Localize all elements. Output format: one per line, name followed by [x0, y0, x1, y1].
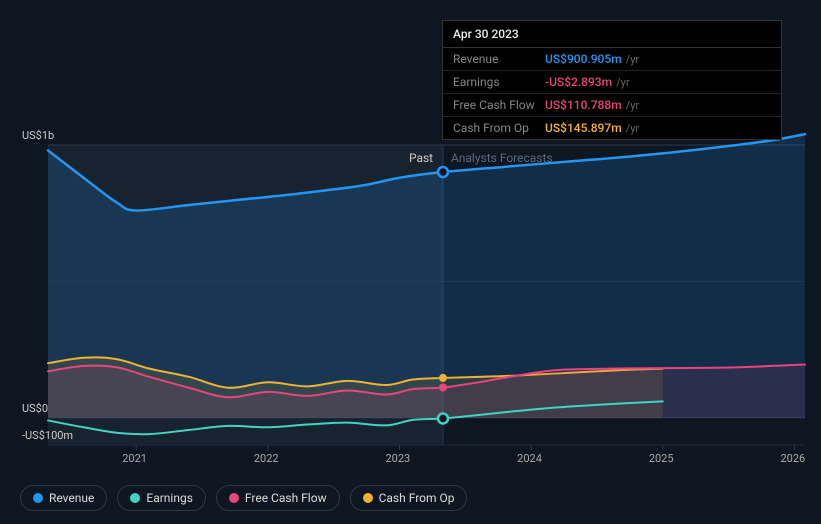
legend-item-cash_from_op[interactable]: Cash From Op: [350, 485, 468, 511]
legend-item-fcf[interactable]: Free Cash Flow: [216, 485, 340, 511]
legend-label: Earnings: [146, 491, 193, 505]
legend-swatch: [33, 493, 43, 503]
legend-item-earnings[interactable]: Earnings: [117, 485, 206, 511]
tooltip-row-label: Revenue: [453, 52, 545, 66]
tooltip-row-unit: /yr: [626, 53, 639, 66]
legend-label: Free Cash Flow: [245, 491, 327, 505]
tooltip-row-unit: /yr: [626, 99, 639, 112]
forecast-region-label: Analysts Forecasts: [451, 151, 553, 165]
tooltip-date: Apr 30 2023: [443, 21, 781, 48]
x-axis-label: 2023: [386, 452, 411, 465]
legend-swatch: [130, 493, 140, 503]
legend-label: Cash From Op: [379, 491, 455, 505]
x-axis-label: 2025: [649, 452, 674, 465]
tooltip-row-label: Cash From Op: [453, 121, 545, 135]
tooltip-row-label: Earnings: [453, 75, 545, 89]
tooltip-row-value: US$900.905m: [545, 52, 622, 66]
legend-item-revenue[interactable]: Revenue: [20, 485, 107, 511]
tooltip-row-value: US$145.897m: [545, 121, 622, 135]
tooltip-row-value: -US$2.893m: [545, 75, 612, 89]
financials-chart: Apr 30 2023 RevenueUS$900.905m/yrEarning…: [0, 0, 821, 524]
tooltip-row: Earnings-US$2.893m/yr: [443, 71, 781, 94]
tooltip-row: RevenueUS$900.905m/yr: [443, 48, 781, 71]
tooltip-row: Free Cash FlowUS$110.788m/yr: [443, 94, 781, 117]
y-axis-label: -US$100m: [22, 429, 73, 442]
legend-swatch: [363, 493, 373, 503]
legend: Revenue Earnings Free Cash Flow Cash From O…: [20, 485, 467, 511]
tooltip-row-unit: /yr: [616, 76, 629, 89]
tooltip-row-value: US$110.788m: [545, 98, 622, 112]
y-axis-label: US$0: [22, 402, 48, 415]
tooltip-row-label: Free Cash Flow: [453, 98, 545, 112]
past-region-label: Past: [409, 151, 433, 165]
x-axis-label: 2026: [780, 452, 805, 465]
x-axis-label: 2022: [254, 452, 279, 465]
y-axis-label: US$1b: [22, 129, 54, 142]
hover-tooltip: Apr 30 2023 RevenueUS$900.905m/yrEarning…: [442, 20, 782, 140]
x-axis-label: 2021: [122, 452, 147, 465]
tooltip-row-unit: /yr: [626, 122, 639, 135]
x-axis-label: 2024: [517, 452, 542, 465]
tooltip-row: Cash From OpUS$145.897m/yr: [443, 117, 781, 139]
legend-swatch: [229, 493, 239, 503]
legend-label: Revenue: [49, 491, 94, 505]
